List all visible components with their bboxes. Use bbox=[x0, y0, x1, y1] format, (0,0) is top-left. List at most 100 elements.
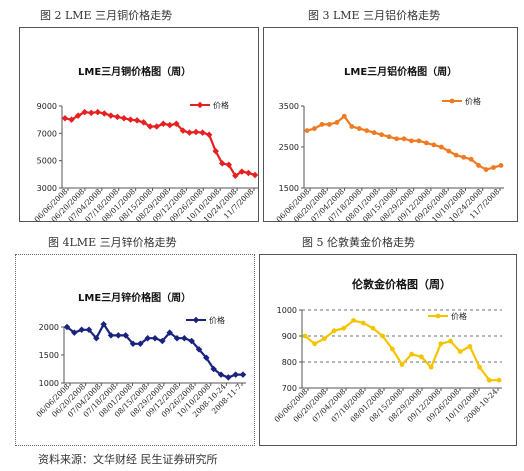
caption-gold: 图 5 伦敦黄金价格走势 bbox=[302, 236, 415, 249]
data-point bbox=[371, 130, 377, 136]
data-point bbox=[401, 136, 407, 142]
data-point bbox=[349, 124, 355, 129]
data-point bbox=[409, 138, 414, 144]
data-point bbox=[351, 318, 356, 323]
data-point bbox=[304, 128, 310, 133]
data-point bbox=[319, 122, 325, 127]
data-point bbox=[133, 117, 141, 124]
data-point bbox=[461, 154, 467, 160]
data-point bbox=[341, 325, 347, 331]
data-point bbox=[251, 171, 259, 179]
data-point bbox=[364, 128, 370, 133]
y-tick-label: 700 bbox=[282, 384, 297, 393]
y-tick-label: 9000 bbox=[37, 102, 57, 111]
data-point bbox=[81, 108, 88, 116]
data-point bbox=[370, 325, 376, 331]
data-point bbox=[498, 163, 504, 168]
data-point bbox=[232, 371, 239, 378]
data-point bbox=[386, 134, 392, 140]
data-point bbox=[326, 122, 332, 127]
data-point bbox=[129, 340, 137, 348]
legend-marker bbox=[196, 101, 204, 109]
y-tick-label: 2500 bbox=[279, 143, 299, 152]
data-point bbox=[225, 161, 233, 169]
y-tick-label: 2000 bbox=[39, 323, 59, 332]
y-tick-label: 1500 bbox=[279, 184, 299, 193]
copper-chart-panel: LME三月铜价格图（周） 3000 5000 7000 9000 06/06/2008 06… bbox=[19, 27, 259, 223]
data-point bbox=[151, 334, 159, 342]
data-point bbox=[159, 337, 166, 345]
data-point bbox=[486, 377, 492, 383]
aluminium-chart-panel: LME三月铝价格图（周） 1500 2500 3500 06/06/2008 06/20/… bbox=[263, 27, 518, 223]
data-point bbox=[160, 120, 167, 128]
data-point bbox=[146, 123, 154, 130]
series-line bbox=[66, 322, 243, 379]
zinc-chart-panel: LME三月锌价格图（周） 1000 1500 2000 06/06/2008 06/20/… bbox=[15, 254, 255, 446]
data-point bbox=[232, 172, 239, 179]
data-point bbox=[483, 167, 489, 172]
data-point bbox=[334, 120, 340, 125]
data-point bbox=[416, 138, 422, 144]
chart-title: LME三月锌价格图（周） bbox=[78, 291, 191, 304]
data-point bbox=[423, 140, 429, 146]
data-point bbox=[61, 115, 69, 122]
data-point bbox=[100, 320, 107, 328]
data-point bbox=[166, 121, 174, 129]
data-point bbox=[389, 346, 395, 352]
data-point bbox=[107, 112, 115, 119]
data-point bbox=[181, 334, 188, 342]
caption-copper: 图 2 LME 三月铜价格走势 bbox=[40, 9, 173, 22]
data-point bbox=[467, 344, 473, 349]
data-point bbox=[302, 333, 308, 339]
data-point bbox=[419, 354, 424, 360]
data-point bbox=[438, 341, 444, 347]
data-point bbox=[127, 116, 134, 123]
data-point bbox=[431, 142, 437, 148]
data-point bbox=[107, 332, 115, 339]
data-point bbox=[360, 320, 366, 326]
data-point bbox=[120, 115, 128, 122]
y-tick-label: 3500 bbox=[279, 102, 299, 111]
data-point bbox=[218, 160, 226, 167]
data-point bbox=[203, 354, 210, 362]
data-point bbox=[428, 364, 434, 370]
data-point bbox=[331, 328, 337, 334]
data-point bbox=[87, 109, 95, 117]
caption-zinc: 图 4LME 三月锌价格走势 bbox=[48, 236, 177, 249]
legend-label: 价格 bbox=[465, 96, 481, 106]
data-point bbox=[94, 108, 102, 116]
data-point bbox=[153, 123, 160, 130]
data-point bbox=[457, 349, 463, 354]
data-point bbox=[409, 351, 415, 357]
y-tick-label: 7000 bbox=[37, 129, 57, 138]
chart-title: 伦敦金价格图（周） bbox=[352, 277, 451, 291]
data-point bbox=[199, 129, 206, 136]
data-point bbox=[210, 365, 217, 373]
data-point bbox=[356, 126, 362, 131]
data-point bbox=[446, 148, 452, 154]
gold-chart-panel: 伦敦金价格图（周） 700 800 900 1000 06/06/2008 06/20/20… bbox=[259, 254, 517, 446]
data-point bbox=[225, 374, 232, 381]
legend-label: 价格 bbox=[213, 100, 229, 110]
data-point bbox=[453, 152, 459, 158]
data-point bbox=[114, 113, 121, 121]
data-point bbox=[341, 113, 347, 119]
caption-aluminium: 图 3 LME 三月铝价格走势 bbox=[308, 9, 441, 22]
data-point bbox=[78, 326, 85, 334]
data-point bbox=[468, 156, 474, 162]
legend-label: 价格 bbox=[451, 311, 467, 321]
data-point bbox=[195, 346, 203, 353]
data-point bbox=[448, 338, 453, 344]
data-point bbox=[188, 337, 195, 345]
y-tick-label: 900 bbox=[282, 332, 297, 341]
legend-marker bbox=[192, 316, 200, 324]
y-tick-label: 800 bbox=[282, 358, 297, 367]
source-note: 资料来源：文华财经 民生证券研究所 bbox=[38, 453, 218, 466]
data-point bbox=[238, 168, 246, 175]
data-point bbox=[476, 163, 482, 168]
data-point bbox=[245, 169, 252, 177]
data-point bbox=[399, 362, 405, 367]
chart-title: LME三月铝价格图（周） bbox=[344, 65, 457, 78]
legend-marker bbox=[449, 98, 455, 104]
legend-label: 价格 bbox=[209, 315, 225, 325]
